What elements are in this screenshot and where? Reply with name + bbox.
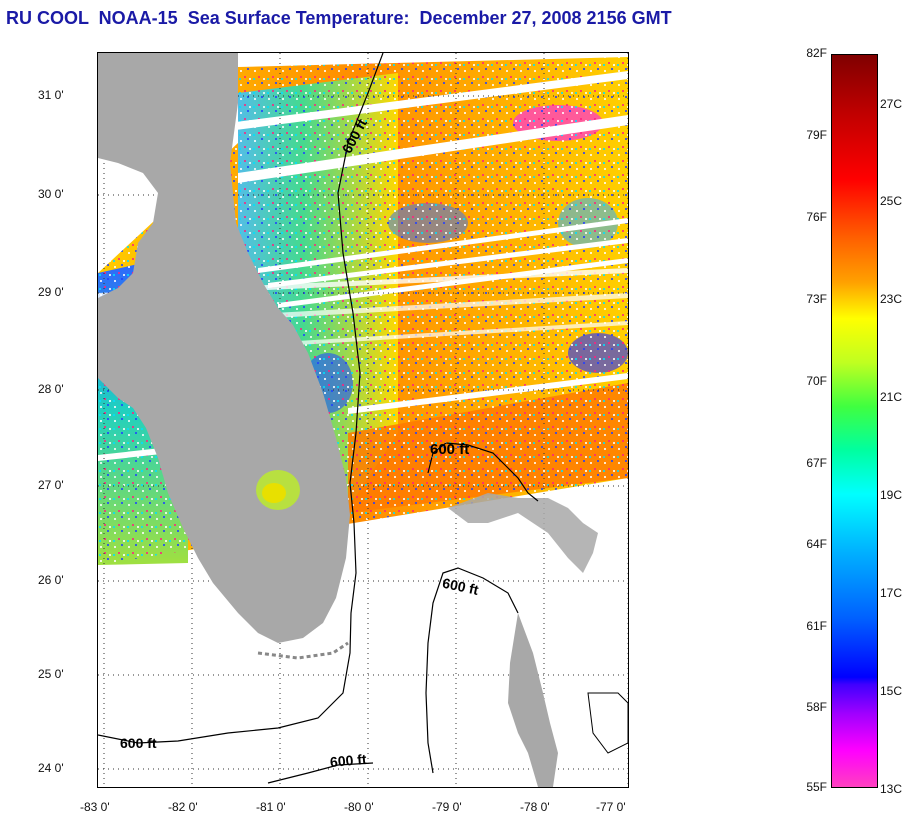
lon-label-82: -82 0' [168,800,198,814]
colorbar-f-64: 64F [806,537,827,551]
lat-label-26: 26 0' [38,573,64,587]
lat-label-24: 24 0' [38,761,64,775]
lon-label-80: -80 0' [344,800,374,814]
colorbar-f-70: 70F [806,374,827,388]
lat-label-29: 29 0' [38,285,64,299]
lon-label-78: -78 0' [520,800,550,814]
isobath-label-south: 600 ft [329,751,367,770]
bahamas-land [508,613,558,787]
lat-label-31: 31 0' [38,88,64,102]
colorbar-f-61: 61F [806,619,827,633]
sst-map: 600 ft 600 ft 600 ft 600 ft 600 ft [97,52,629,788]
colorbar-c-25: 25C [880,194,903,208]
isobath-label-straits: 600 ft [441,575,480,598]
colorbar-c-23: 23C [880,292,903,306]
graticule [98,53,628,787]
colorbar-c-21: 21C [880,390,903,404]
colorbar-c-27: 27C [880,97,903,111]
colorbar-c-13: 13C [880,782,903,796]
lat-label-28: 28 0' [38,382,64,396]
lat-label-27: 27 0' [38,478,64,492]
colorbar-c-19: 19C [880,488,903,502]
colorbar-f-55: 55F [806,780,827,794]
sst-map-canvas: 600 ft 600 ft 600 ft 600 ft 600 ft [98,53,628,787]
colorbar-f-79: 79F [806,128,827,142]
colorbar-f-67: 67F [806,456,827,470]
lon-label-83: -83 0' [80,800,110,814]
lon-label-77: -77 0' [596,800,626,814]
lat-label-30: 30 0' [38,187,64,201]
isobath-contours [98,53,539,784]
colorbar-f-82: 82F [806,46,827,60]
colorbar-f-76: 76F [806,210,827,224]
isobath-label-southwest: 600 ft [120,735,157,751]
isobath-label-bahamas: 600 ft [430,441,469,458]
colorbar-f-73: 73F [806,292,827,306]
colorbar-c-17: 17C [880,586,903,600]
temperature-colorbar [831,54,878,788]
lon-label-81: -81 0' [256,800,286,814]
lon-label-79: -79 0' [432,800,462,814]
colorbar-f-58: 58F [806,700,827,714]
colorbar-c-15: 15C [880,684,903,698]
map-title: RU COOL NOAA-15 Sea Surface Temperature:… [6,8,672,28]
lat-label-25: 25 0' [38,667,64,681]
